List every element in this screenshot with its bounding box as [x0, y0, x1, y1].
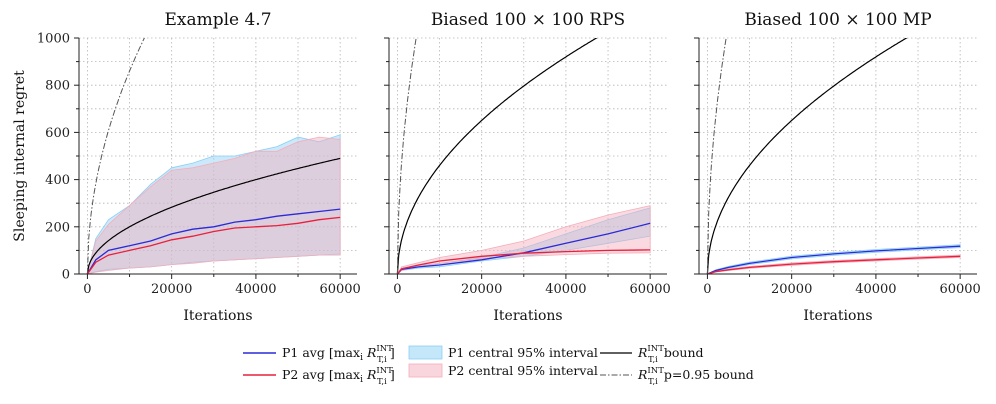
legend-p2-sub: T,i [377, 377, 387, 387]
legend-p1-close: ] [390, 345, 395, 360]
legend-label-p2-avg: P2 avg [maxi RINT T,i] [282, 366, 395, 387]
plot-area-2 [396, 38, 651, 274]
legend-label-r-bound: RINT T,i bound [637, 344, 704, 365]
line-p1-avg [396, 222, 651, 274]
legend-label-p1-interval: P1 central 95% interval [448, 345, 598, 360]
legend-p2-close: ] [390, 367, 395, 382]
x-axis-label: Iterations [183, 308, 252, 324]
line-p2-avg [396, 249, 651, 274]
curve-r-bound [86, 157, 341, 274]
line-p2-avg [86, 216, 341, 274]
line-p1-avg [707, 245, 961, 274]
chart-panel-2: 0 20000 40000 60000 Biased 100 × 100 RPS Iter… [384, 10, 671, 324]
chart-title: Example 4.7 [164, 10, 271, 30]
x-axis-label: Iterations [493, 308, 562, 324]
chart-title: Biased 100 × 100 RPS [431, 10, 625, 30]
legend-p2-sub-i: i [360, 375, 363, 385]
legend-p1-avg-text: P1 avg [max [282, 345, 360, 360]
x-tick-label: 20000 [151, 282, 192, 297]
legend: P1 avg [maxi RINT T,i] P2 avg [maxi RINT T… [243, 344, 754, 387]
x-tick-label: 40000 [545, 282, 586, 297]
plot-area-1 [86, 38, 341, 274]
legend-p1-sub: T,i [377, 355, 387, 365]
legend-pb-sub: T,i [648, 377, 658, 387]
x-tick-label: 40000 [235, 282, 276, 297]
chart-panel-3: 0 20000 40000 60000 Biased 100 × 100 MP Itera… [694, 10, 981, 324]
curve-r-bound [706, 38, 908, 274]
legend-rb-sup: INT [647, 344, 664, 354]
legend-p1-sub-i: i [360, 353, 363, 363]
y-tick-label: 1000 [37, 32, 70, 47]
x-tick-label: 0 [83, 282, 91, 297]
curve-p-0-95-bound [86, 38, 145, 274]
plot-area-3 [706, 38, 961, 274]
x-tick-label: 20000 [771, 282, 812, 297]
x-tick-label: 20000 [461, 282, 502, 297]
chart-panel-1: 0 200 400 600 800 1000 0 20000 40000 60000 Example… [12, 10, 361, 324]
x-tick-label: 0 [703, 282, 711, 297]
legend-p2-r: R [366, 367, 376, 382]
chart-panels: 0 200 400 600 800 1000 0 20000 40000 60000 Example… [12, 10, 981, 324]
legend-rb-text: bound [664, 345, 704, 360]
legend-pb-text: p=0.95 bound [664, 367, 754, 382]
y-tick-label: 800 [45, 79, 70, 94]
legend-swatch-p1-interval [408, 345, 443, 360]
chart-title: Biased 100 × 100 MP [744, 10, 931, 30]
line-p2-avg [707, 255, 961, 274]
legend-p1-r: R [366, 345, 376, 360]
legend-pb-sup: INT [647, 366, 664, 376]
legend-label-p95-bound: RINT T,i p=0.95 bound [637, 366, 754, 387]
x-tick-label: 60000 [939, 282, 980, 297]
y-tick-label: 200 [45, 220, 70, 235]
x-axis-label: Iterations [803, 308, 872, 324]
legend-p2-sup: INT [376, 366, 393, 376]
line-p1-avg [86, 208, 341, 274]
curve-r-bound [396, 38, 598, 274]
legend-pb-r: R [637, 367, 647, 382]
legend-label-p1-avg: P1 avg [maxi RINT T,i] [282, 344, 395, 365]
y-axis-label: Sleeping internal regret [12, 70, 28, 242]
legend-swatch-p2-interval [408, 363, 443, 378]
y-tick-label: 600 [45, 126, 70, 141]
legend-p1-sup: INT [376, 344, 393, 354]
band-p2-central-95-interval [397, 205, 651, 274]
band-p2-central-95-interval [86, 136, 341, 274]
y-tick-label: 0 [62, 268, 70, 283]
y-tick-label: 400 [45, 173, 70, 188]
x-tick-label: 60000 [629, 282, 670, 297]
x-tick-label: 60000 [319, 282, 360, 297]
x-tick-label: 0 [393, 282, 401, 297]
curve-p-0-95-bound [706, 38, 727, 274]
x-tick-label: 40000 [855, 282, 896, 297]
legend-rb-sub: T,i [648, 355, 658, 365]
legend-rb-r: R [637, 345, 647, 360]
legend-label-p2-interval: P2 central 95% interval [448, 363, 598, 378]
legend-p2-avg-text: P2 avg [max [282, 367, 360, 382]
